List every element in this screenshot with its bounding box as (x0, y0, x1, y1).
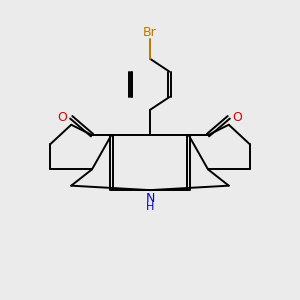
Text: O: O (233, 111, 243, 124)
Text: Br: Br (143, 26, 157, 39)
Text: N: N (145, 192, 155, 205)
Text: H: H (146, 202, 154, 212)
Text: O: O (57, 111, 67, 124)
